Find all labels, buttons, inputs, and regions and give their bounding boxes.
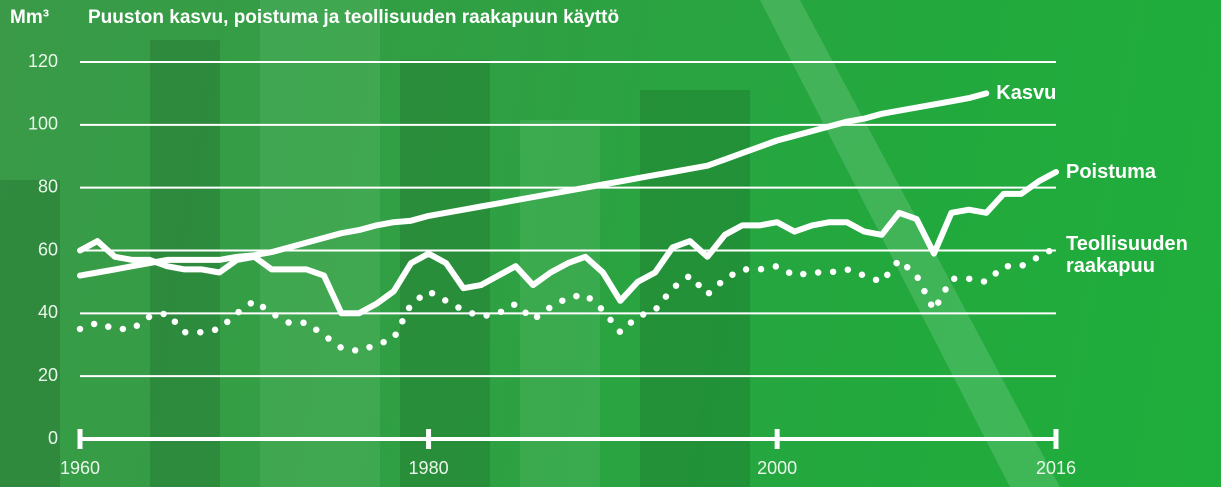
chart-title: Puuston kasvu, poistuma ja teollisuuden … bbox=[88, 7, 619, 28]
x-tick-label: 2000 bbox=[757, 458, 797, 478]
x-tick-label: 1980 bbox=[409, 458, 449, 478]
y-tick-label: 80 bbox=[38, 176, 58, 196]
y-tick-label: 120 bbox=[28, 51, 58, 71]
background-building bbox=[0, 0, 1060, 487]
y-tick-label: 60 bbox=[38, 239, 58, 259]
y-tick-label: 0 bbox=[48, 428, 58, 448]
series-label: Poistuma bbox=[1066, 161, 1216, 183]
page: Mm³ Puuston kasvu, poistuma ja teollisuu… bbox=[0, 0, 1221, 487]
x-tick-label: 1960 bbox=[60, 458, 100, 478]
y-tick-label: 100 bbox=[28, 114, 58, 134]
series-label: Teollisuuden raakapuu bbox=[1066, 233, 1216, 277]
y-tick-label: 40 bbox=[38, 302, 58, 322]
x-tick-label: 2016 bbox=[1036, 458, 1076, 478]
y-tick-label: 20 bbox=[38, 365, 58, 385]
chart: Mm³ Puuston kasvu, poistuma ja teollisuu… bbox=[0, 0, 1221, 487]
series-label: Kasvu bbox=[996, 82, 1146, 104]
y-axis-unit: Mm³ bbox=[10, 7, 49, 28]
